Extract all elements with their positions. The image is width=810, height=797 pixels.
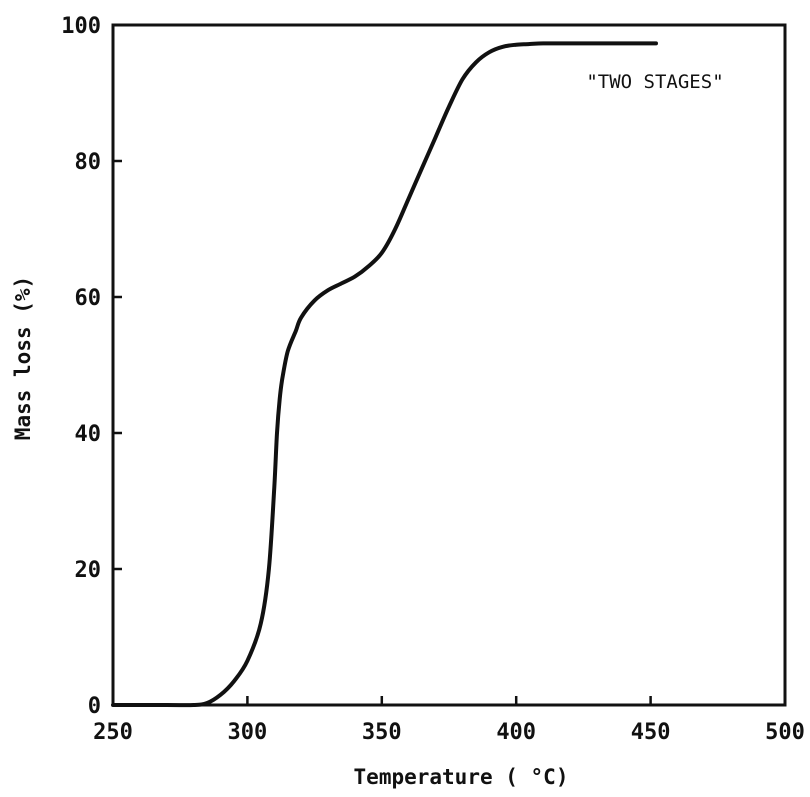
x-tick-labels: 250 300 350 400 450 500 xyxy=(93,720,805,745)
y-tick-label: 80 xyxy=(75,150,102,175)
two-stages-annotation: "TWO STAGES" xyxy=(586,71,723,93)
y-tick-label: 40 xyxy=(75,422,102,447)
y-tick-label: 100 xyxy=(61,14,101,39)
y-tick-label: 60 xyxy=(75,286,102,311)
y-tick-label: 20 xyxy=(75,558,102,583)
x-ticks xyxy=(111,696,787,705)
x-tick-label: 500 xyxy=(765,720,805,745)
x-tick-label: 300 xyxy=(228,720,268,745)
plot-frame xyxy=(111,23,787,707)
y-tick-label: 0 xyxy=(88,694,101,719)
x-tick-label: 400 xyxy=(496,720,536,745)
x-tick-label: 450 xyxy=(631,720,671,745)
mass-loss-curve xyxy=(111,41,658,708)
x-tick-label: 350 xyxy=(362,720,402,745)
x-tick-label: 250 xyxy=(93,720,133,745)
x-axis-title: Temperature ( °C) xyxy=(354,765,569,789)
y-tick-labels: 0 20 40 60 80 100 xyxy=(61,14,101,719)
y-axis-title: Mass loss (%) xyxy=(11,276,35,440)
